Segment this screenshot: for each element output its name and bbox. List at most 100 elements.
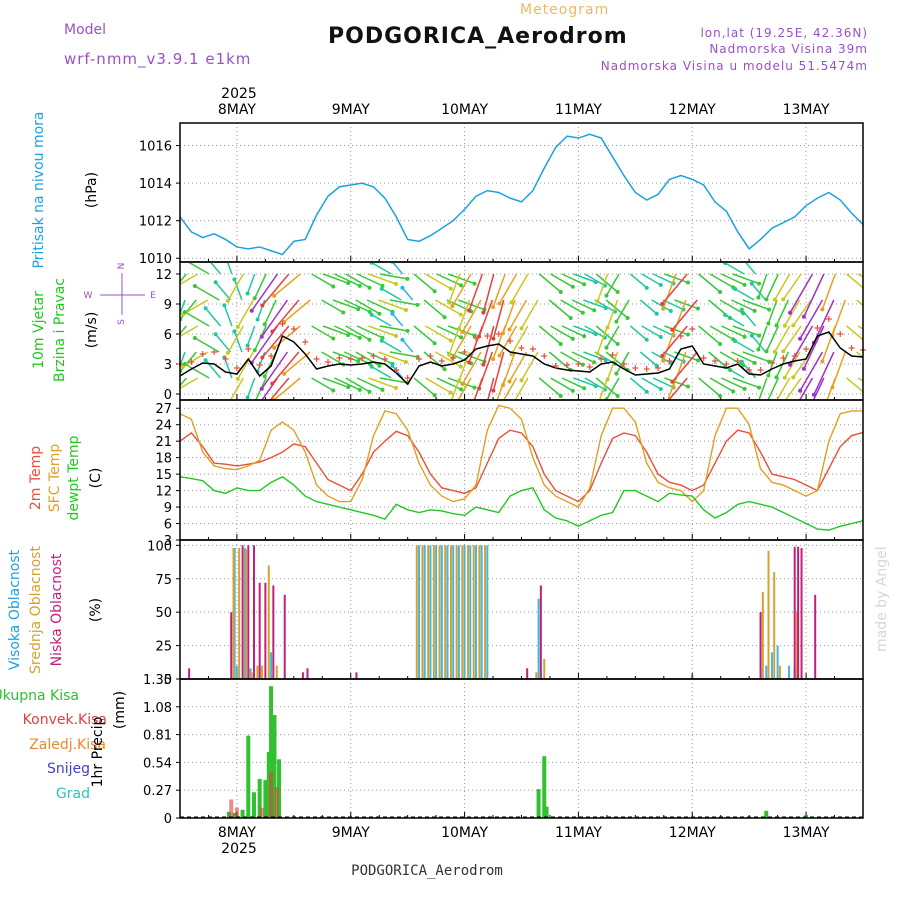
wind-gust-mark — [598, 356, 605, 362]
wind-gust-mark — [655, 365, 662, 371]
wind-arrow-head — [764, 349, 769, 354]
wind-arrow — [641, 273, 662, 286]
wind-arrow — [468, 273, 484, 311]
wind-arrow — [667, 377, 688, 400]
wind-arrow-head — [467, 308, 472, 313]
wind-arrow — [561, 377, 585, 389]
wind-arrow-head — [369, 364, 374, 369]
mid-cloud-bar — [767, 550, 770, 679]
wind-arrow-head — [346, 281, 351, 286]
wind-arrow — [332, 351, 359, 362]
low-cloud-bar — [258, 582, 261, 679]
wind-arrow — [584, 377, 606, 391]
wind-gust-mark — [677, 333, 684, 339]
wind-arrow-head — [270, 329, 275, 334]
wind-ylabel-2: Brzina i Pravac — [52, 278, 68, 382]
legend-conv-rain: Konvek.Kisa — [23, 712, 107, 728]
wind-arrow-head — [245, 291, 250, 296]
low-cloud-bar — [230, 612, 233, 679]
temp-unit: (C) — [88, 468, 104, 489]
wind-arrow-head — [405, 276, 410, 281]
wind-arrow — [379, 273, 408, 280]
wind-arrow-head — [168, 343, 172, 347]
wind-arrow — [606, 351, 619, 380]
wind-arrow — [246, 273, 256, 294]
top-year-label: 2025 — [221, 86, 257, 102]
wind-arrow-head — [685, 332, 690, 337]
wind-arrow-head — [820, 359, 825, 364]
wind-arrow-head — [766, 373, 771, 378]
wind-arrow — [344, 299, 371, 313]
high-cloud-bar — [463, 545, 466, 679]
wind-arrow — [639, 351, 658, 367]
high-cloud-bar — [537, 598, 540, 679]
wind-arrow — [798, 377, 814, 400]
wind-arrow — [261, 325, 290, 359]
mid-cloud-bar — [267, 565, 270, 679]
wind-arrow — [246, 377, 256, 398]
wind-arrow-head — [460, 382, 465, 387]
wind-arrow — [561, 325, 585, 337]
wind-arrow-head — [491, 305, 496, 310]
wind-arrow — [510, 325, 529, 355]
wind-arrow — [389, 299, 418, 306]
wind-arrow — [846, 273, 863, 289]
wind-arrow — [596, 325, 609, 354]
y-tick-label: 12 — [155, 485, 172, 500]
wind-arrow-head — [458, 312, 463, 317]
wind-gust-mark — [404, 375, 411, 381]
wind-arrow — [184, 363, 210, 379]
wind-arrow — [734, 340, 755, 353]
wind-panel: 0 3 6 9 12 — [155, 261, 866, 419]
wind-arrow-head — [432, 341, 437, 346]
wind-arrow-head — [661, 358, 666, 363]
wind-arrow — [719, 351, 744, 367]
wind-arrow — [254, 273, 267, 299]
wind-gust-mark — [416, 356, 423, 362]
wind-arrow — [273, 377, 301, 400]
wind-arrow-head — [644, 389, 649, 394]
wind-arrow-head — [742, 386, 747, 391]
wind-arrow — [508, 351, 528, 382]
wind-arrow-head — [731, 389, 736, 394]
wind-arrow-head — [661, 411, 665, 415]
wind-arrow-head — [668, 309, 673, 313]
wind-arrow — [662, 325, 677, 362]
wind-arrow — [846, 377, 863, 393]
chart-subtitle: Meteogram — [520, 2, 609, 18]
wind-gust-mark — [313, 356, 320, 362]
wind-arrow-head — [225, 350, 230, 355]
wind-arrow — [237, 299, 254, 328]
wind-arrow-head — [661, 306, 666, 311]
wind-gust-mark — [495, 331, 502, 337]
wind-arrow-head — [252, 348, 257, 353]
wind-arrow-head — [481, 415, 485, 419]
wind-arrow — [502, 377, 518, 400]
high-cloud-bar — [429, 545, 432, 679]
wind-arrow-head — [448, 286, 453, 291]
top-day-label: 10MAY — [441, 102, 488, 118]
wind-arrow — [641, 377, 662, 390]
wind-arrow — [799, 299, 824, 340]
total-precip-bar — [804, 814, 809, 818]
low-cloud-bar — [264, 582, 267, 679]
wind-arrow — [664, 273, 689, 284]
wind-arrow — [584, 273, 606, 287]
top-day-label: 13MAY — [783, 102, 830, 118]
wind-arrow-head — [781, 349, 786, 354]
wind-gust-mark — [359, 355, 366, 361]
wind-arrow — [605, 377, 620, 400]
wind-arrow-head — [250, 413, 254, 417]
wind-arrow — [180, 325, 199, 338]
wind-arrow-head — [166, 344, 170, 348]
wind-arrow — [311, 377, 334, 392]
wind-arrow — [413, 325, 436, 344]
legend-hail: Grad — [56, 786, 90, 802]
wind-arrow — [271, 299, 300, 333]
wind-gust-mark — [518, 345, 525, 351]
wind-speed-line — [179, 331, 864, 386]
mid-cloud-bar — [761, 592, 764, 679]
high-cloud-bar — [446, 545, 449, 679]
wind-arrow-head — [379, 286, 384, 291]
y-tick-label: 0.54 — [143, 756, 172, 771]
